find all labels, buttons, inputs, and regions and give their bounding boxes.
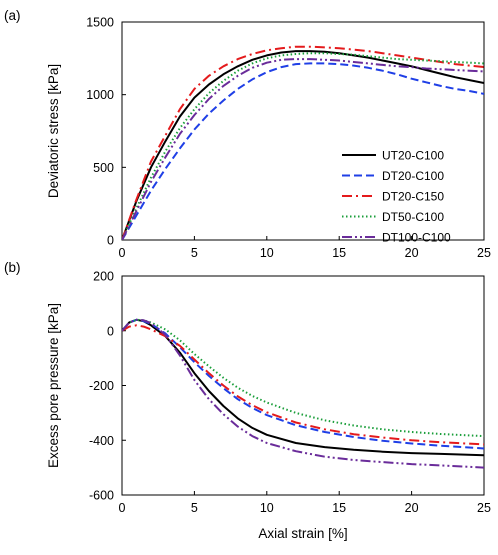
x-tick-label: 15 — [332, 246, 346, 260]
series-line-dt100-c100 — [122, 318, 484, 469]
legend-label: DT20-C100 — [382, 169, 444, 183]
y-tick-label: -200 — [89, 379, 114, 393]
series-line-dt20-c100 — [122, 318, 484, 450]
x-tick-label: 5 — [191, 501, 198, 515]
y-tick-label: -400 — [89, 434, 114, 448]
series-line-dt50-c100 — [122, 52, 484, 240]
x-tick-label: 25 — [477, 246, 491, 260]
y-tick-label: 200 — [93, 270, 114, 284]
legend-label: DT20-C150 — [382, 190, 444, 204]
y-tick-label: -600 — [89, 489, 114, 503]
series-line-ut20-c100 — [122, 318, 484, 457]
legend: UT20-C100 DT20-C100 DT20-C150 DT50-C100 DT10… — [342, 149, 451, 245]
x-tick-label: 25 — [477, 501, 491, 515]
x-tick-label: 10 — [260, 501, 274, 515]
x-tick-label: 0 — [119, 246, 126, 260]
legend-label: UT20-C100 — [382, 149, 444, 163]
panel-b-pore-pressure: 0 5 10 15 20 25 -600 -400 -200 0 200 (b) Excess pore… — [4, 260, 491, 541]
axes-frame — [121, 275, 485, 496]
x-tick-label: 20 — [405, 246, 419, 260]
x-tick-label: 0 — [119, 501, 126, 515]
series-line-dt20-c100 — [122, 62, 484, 240]
panel-label: (b) — [4, 260, 21, 275]
axes-frame — [121, 21, 485, 241]
x-tick-label: 5 — [191, 246, 198, 260]
panel-a-stress-strain: 0 5 10 15 20 25 0 500 1000 1500 (a) Deviatoric stre… — [4, 8, 491, 260]
y-tick-label: 1500 — [86, 16, 114, 30]
y-axis-title: Excess pore pressure [kPa] — [46, 303, 61, 468]
legend-label: DT50-C100 — [382, 210, 444, 224]
series-line-dt100-c100 — [122, 58, 484, 240]
x-tick-label: 15 — [332, 501, 346, 515]
x-axis-title: Axial strain [%] — [258, 526, 347, 541]
y-tick-label: 500 — [93, 161, 114, 175]
x-tick-label: 10 — [260, 246, 274, 260]
y-tick-label: 0 — [107, 324, 114, 338]
y-tick-label: 0 — [107, 234, 114, 248]
series-line-ut20-c100 — [122, 50, 484, 240]
y-tick-label: 1000 — [86, 88, 114, 102]
series-line-dt50-c100 — [122, 318, 484, 438]
legend-label: DT100-C100 — [382, 231, 451, 245]
y-axis-title: Deviatoric stress [kPa] — [46, 64, 61, 198]
x-tick-label: 20 — [405, 501, 419, 515]
series-line-dt20-c150 — [122, 324, 484, 446]
panel-label: (a) — [4, 8, 21, 23]
